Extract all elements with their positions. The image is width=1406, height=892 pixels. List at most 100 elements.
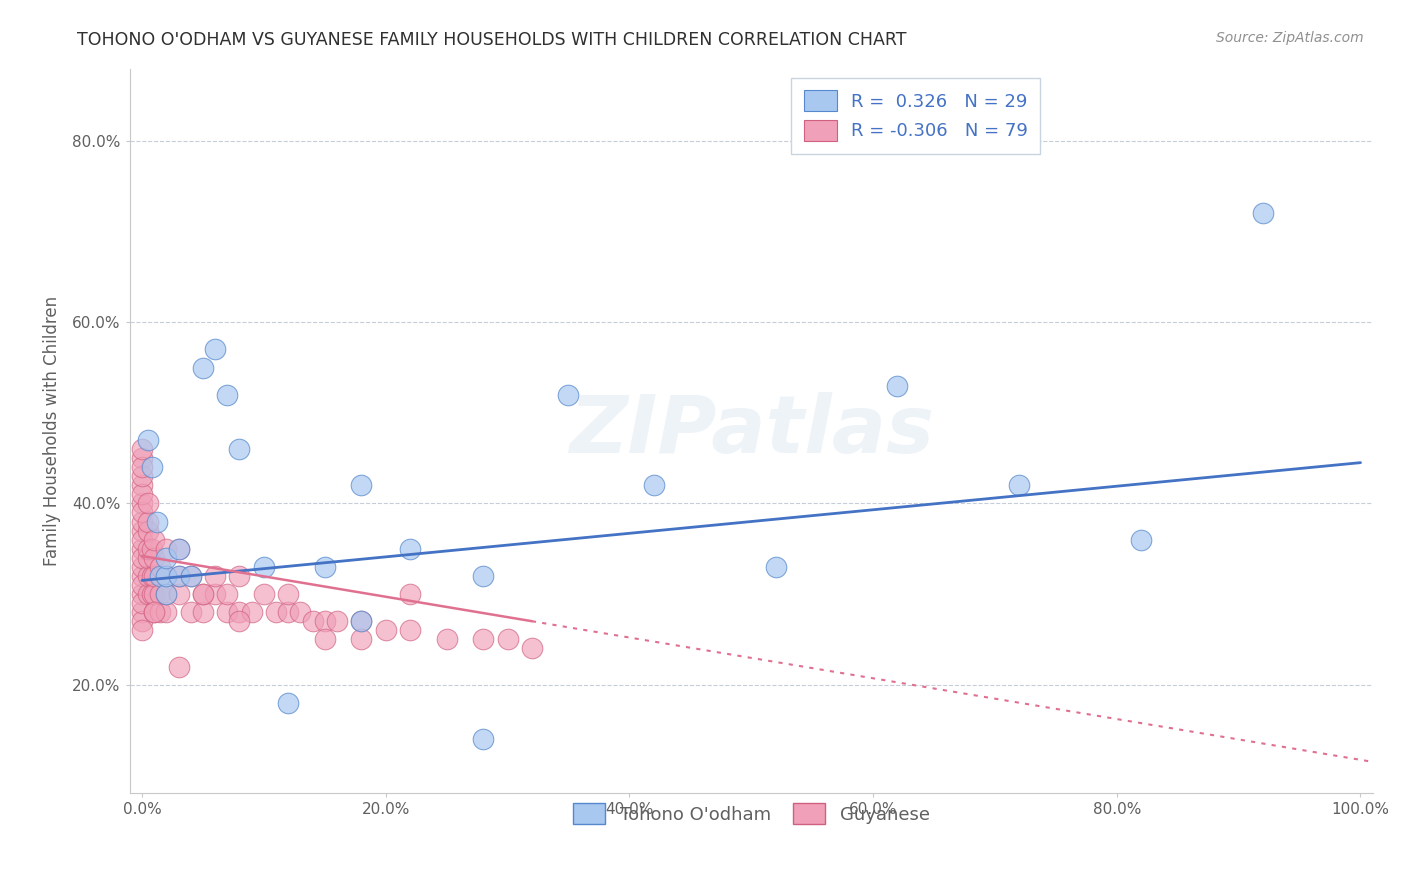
Point: [141, 569, 163, 583]
Point: [228, 442, 250, 456]
Point: [131, 524, 153, 538]
Point: [131, 451, 153, 466]
Point: [886, 378, 908, 392]
Point: [136, 569, 159, 583]
Point: [264, 605, 287, 619]
Point: [149, 587, 172, 601]
Point: [314, 632, 336, 647]
Point: [141, 587, 163, 601]
Point: [228, 605, 250, 619]
Point: [253, 559, 276, 574]
Point: [131, 460, 153, 475]
Point: [277, 605, 299, 619]
Point: [1008, 478, 1031, 492]
Text: Source: ZipAtlas.com: Source: ZipAtlas.com: [1216, 31, 1364, 45]
Point: [136, 515, 159, 529]
Point: [131, 496, 153, 510]
Point: [155, 587, 177, 601]
Point: [217, 587, 239, 601]
Point: [131, 624, 153, 638]
Point: [136, 524, 159, 538]
Point: [520, 641, 543, 656]
Text: ZIPatlas: ZIPatlas: [568, 392, 934, 470]
Point: [253, 587, 276, 601]
Point: [136, 496, 159, 510]
Point: [155, 550, 177, 565]
Point: [143, 533, 166, 547]
Point: [350, 614, 373, 628]
Point: [131, 469, 153, 483]
Point: [167, 587, 190, 601]
Point: [131, 541, 153, 556]
Point: [167, 569, 190, 583]
Point: [167, 541, 190, 556]
Point: [191, 605, 214, 619]
Point: [204, 569, 226, 583]
Point: [131, 515, 153, 529]
Point: [204, 343, 226, 357]
Point: [167, 659, 190, 673]
Point: [217, 387, 239, 401]
Point: [141, 541, 163, 556]
Point: [180, 605, 202, 619]
Point: [131, 569, 153, 583]
Point: [180, 569, 202, 583]
Point: [131, 578, 153, 592]
Point: [141, 460, 163, 475]
Point: [350, 614, 373, 628]
Point: [167, 541, 190, 556]
Point: [155, 569, 177, 583]
Point: [149, 559, 172, 574]
Point: [131, 533, 153, 547]
Point: [277, 696, 299, 710]
Point: [228, 569, 250, 583]
Point: [472, 569, 495, 583]
Point: [131, 506, 153, 520]
Point: [131, 550, 153, 565]
Point: [350, 632, 373, 647]
Point: [277, 587, 299, 601]
Point: [131, 587, 153, 601]
Point: [191, 587, 214, 601]
Point: [240, 605, 263, 619]
Point: [350, 478, 373, 492]
Point: [399, 587, 422, 601]
Point: [228, 614, 250, 628]
Point: [557, 387, 579, 401]
Y-axis label: Family Households with Children: Family Households with Children: [44, 296, 60, 566]
Point: [314, 559, 336, 574]
Point: [290, 605, 312, 619]
Point: [436, 632, 458, 647]
Point: [143, 550, 166, 565]
Point: [643, 478, 665, 492]
Point: [326, 614, 349, 628]
Point: [143, 605, 166, 619]
Point: [155, 587, 177, 601]
Point: [155, 569, 177, 583]
Point: [167, 569, 190, 583]
Point: [136, 550, 159, 565]
Point: [472, 632, 495, 647]
Point: [399, 541, 422, 556]
Point: [217, 605, 239, 619]
Point: [143, 605, 166, 619]
Point: [131, 478, 153, 492]
Point: [155, 541, 177, 556]
Point: [131, 559, 153, 574]
Legend: Tohono O'odham, Guyanese: Tohono O'odham, Guyanese: [562, 792, 941, 835]
Point: [143, 587, 166, 601]
Point: [131, 442, 153, 456]
Point: [131, 596, 153, 610]
Point: [136, 541, 159, 556]
Point: [131, 614, 153, 628]
Point: [180, 569, 202, 583]
Text: TOHONO O'ODHAM VS GUYANESE FAMILY HOUSEHOLDS WITH CHILDREN CORRELATION CHART: TOHONO O'ODHAM VS GUYANESE FAMILY HOUSEH…: [77, 31, 907, 49]
Point: [204, 587, 226, 601]
Point: [472, 731, 495, 746]
Point: [143, 569, 166, 583]
Point: [765, 559, 787, 574]
Point: [136, 433, 159, 447]
Point: [399, 624, 422, 638]
Point: [131, 487, 153, 501]
Point: [131, 605, 153, 619]
